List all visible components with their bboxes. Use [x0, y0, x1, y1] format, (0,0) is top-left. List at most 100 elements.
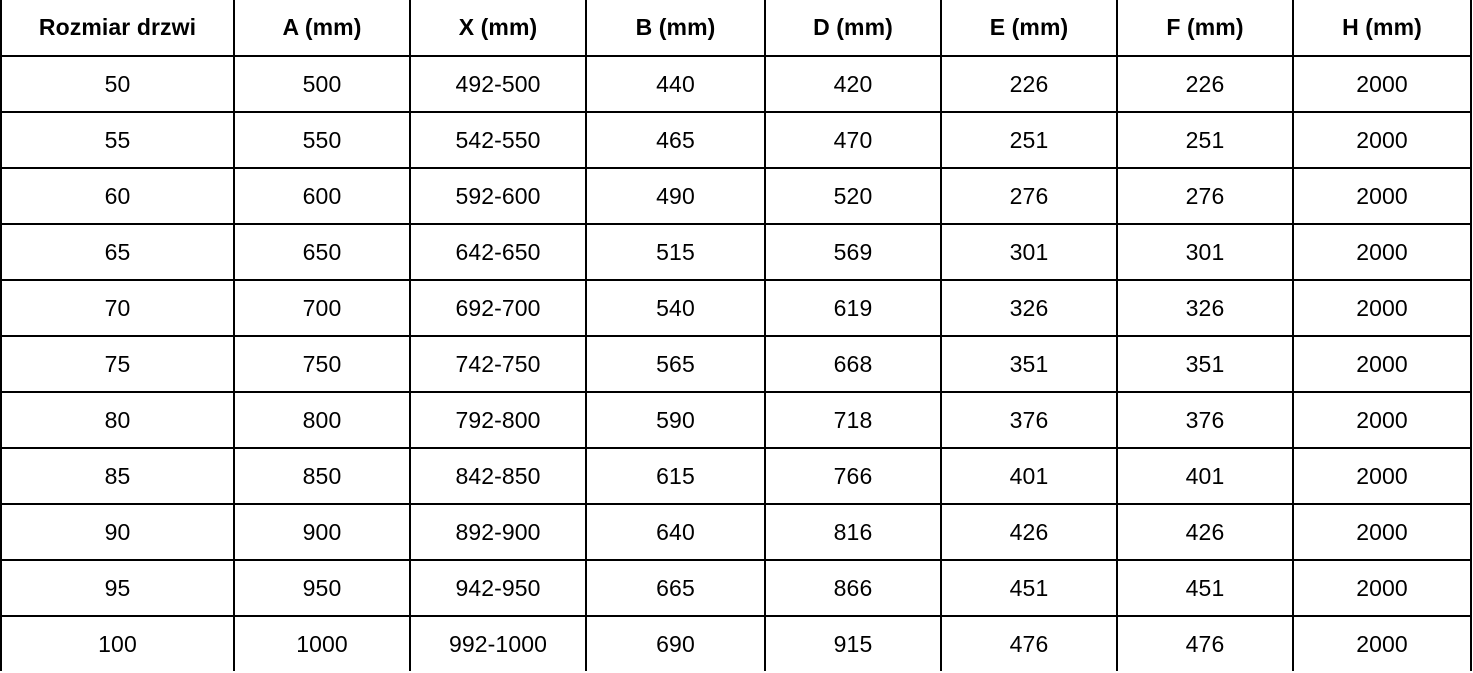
cell-rozmiar-drzwi: 70 [0, 279, 235, 337]
cell-b: 665 [585, 559, 766, 617]
cell-h: 2000 [1292, 615, 1472, 671]
cell-f: 376 [1116, 391, 1294, 449]
cell-d: 420 [764, 55, 942, 113]
table-row: 90 900 892-900 640 816 426 426 2000 [0, 503, 1472, 561]
cell-e: 426 [940, 503, 1118, 561]
cell-a: 650 [233, 223, 411, 281]
cell-a: 850 [233, 447, 411, 505]
column-header-d-mm: D (mm) [764, 0, 942, 57]
cell-a: 500 [233, 55, 411, 113]
cell-x: 492-500 [409, 55, 587, 113]
column-header-rozmiar-drzwi: Rozmiar drzwi [0, 0, 235, 57]
cell-x: 892-900 [409, 503, 587, 561]
cell-b: 590 [585, 391, 766, 449]
cell-h: 2000 [1292, 279, 1472, 337]
cell-e: 376 [940, 391, 1118, 449]
cell-rozmiar-drzwi: 100 [0, 615, 235, 671]
cell-rozmiar-drzwi: 50 [0, 55, 235, 113]
cell-b: 640 [585, 503, 766, 561]
cell-x: 792-800 [409, 391, 587, 449]
table-row: 80 800 792-800 590 718 376 376 2000 [0, 391, 1472, 449]
cell-a: 950 [233, 559, 411, 617]
cell-f: 426 [1116, 503, 1294, 561]
cell-f: 351 [1116, 335, 1294, 393]
cell-a: 750 [233, 335, 411, 393]
table-row: 85 850 842-850 615 766 401 401 2000 [0, 447, 1472, 505]
column-header-a-mm: A (mm) [233, 0, 411, 57]
table-row: 70 700 692-700 540 619 326 326 2000 [0, 279, 1472, 337]
column-header-h-mm: H (mm) [1292, 0, 1472, 57]
cell-b: 615 [585, 447, 766, 505]
cell-h: 2000 [1292, 559, 1472, 617]
column-header-f-mm: F (mm) [1116, 0, 1294, 57]
cell-d: 718 [764, 391, 942, 449]
cell-rozmiar-drzwi: 75 [0, 335, 235, 393]
cell-e: 401 [940, 447, 1118, 505]
cell-f: 401 [1116, 447, 1294, 505]
cell-b: 515 [585, 223, 766, 281]
cell-h: 2000 [1292, 167, 1472, 225]
cell-e: 326 [940, 279, 1118, 337]
cell-f: 476 [1116, 615, 1294, 671]
cell-x: 942-950 [409, 559, 587, 617]
cell-b: 490 [585, 167, 766, 225]
cell-h: 2000 [1292, 111, 1472, 169]
cell-rozmiar-drzwi: 95 [0, 559, 235, 617]
cell-e: 301 [940, 223, 1118, 281]
cell-x: 992-1000 [409, 615, 587, 671]
cell-e: 251 [940, 111, 1118, 169]
cell-x: 642-650 [409, 223, 587, 281]
cell-b: 465 [585, 111, 766, 169]
cell-rozmiar-drzwi: 65 [0, 223, 235, 281]
cell-h: 2000 [1292, 447, 1472, 505]
cell-d: 668 [764, 335, 942, 393]
table-header-row: Rozmiar drzwi A (mm) X (mm) B (mm) D (mm… [0, 0, 1472, 57]
cell-d: 816 [764, 503, 942, 561]
table-row: 60 600 592-600 490 520 276 276 2000 [0, 167, 1472, 225]
cell-x: 692-700 [409, 279, 587, 337]
cell-x: 542-550 [409, 111, 587, 169]
cell-x: 742-750 [409, 335, 587, 393]
cell-d: 520 [764, 167, 942, 225]
cell-d: 569 [764, 223, 942, 281]
cell-h: 2000 [1292, 503, 1472, 561]
cell-a: 1000 [233, 615, 411, 671]
cell-e: 351 [940, 335, 1118, 393]
cell-a: 700 [233, 279, 411, 337]
table-header: Rozmiar drzwi A (mm) X (mm) B (mm) D (mm… [0, 0, 1472, 57]
cell-d: 766 [764, 447, 942, 505]
cell-rozmiar-drzwi: 85 [0, 447, 235, 505]
cell-e: 226 [940, 55, 1118, 113]
cell-d: 470 [764, 111, 942, 169]
cell-f: 326 [1116, 279, 1294, 337]
cell-h: 2000 [1292, 55, 1472, 113]
cell-h: 2000 [1292, 223, 1472, 281]
table-row: 75 750 742-750 565 668 351 351 2000 [0, 335, 1472, 393]
column-header-b-mm: B (mm) [585, 0, 766, 57]
cell-f: 301 [1116, 223, 1294, 281]
cell-f: 451 [1116, 559, 1294, 617]
cell-a: 550 [233, 111, 411, 169]
cell-e: 476 [940, 615, 1118, 671]
cell-d: 915 [764, 615, 942, 671]
cell-f: 226 [1116, 55, 1294, 113]
cell-h: 2000 [1292, 391, 1472, 449]
cell-rozmiar-drzwi: 60 [0, 167, 235, 225]
cell-f: 251 [1116, 111, 1294, 169]
cell-b: 540 [585, 279, 766, 337]
cell-a: 600 [233, 167, 411, 225]
table-row: 55 550 542-550 465 470 251 251 2000 [0, 111, 1472, 169]
cell-a: 800 [233, 391, 411, 449]
cell-rozmiar-drzwi: 55 [0, 111, 235, 169]
cell-d: 866 [764, 559, 942, 617]
table-row: 65 650 642-650 515 569 301 301 2000 [0, 223, 1472, 281]
cell-x: 592-600 [409, 167, 587, 225]
cell-b: 440 [585, 55, 766, 113]
cell-d: 619 [764, 279, 942, 337]
table-row: 50 500 492-500 440 420 226 226 2000 [0, 55, 1472, 113]
column-header-e-mm: E (mm) [940, 0, 1118, 57]
cell-rozmiar-drzwi: 80 [0, 391, 235, 449]
cell-h: 2000 [1292, 335, 1472, 393]
